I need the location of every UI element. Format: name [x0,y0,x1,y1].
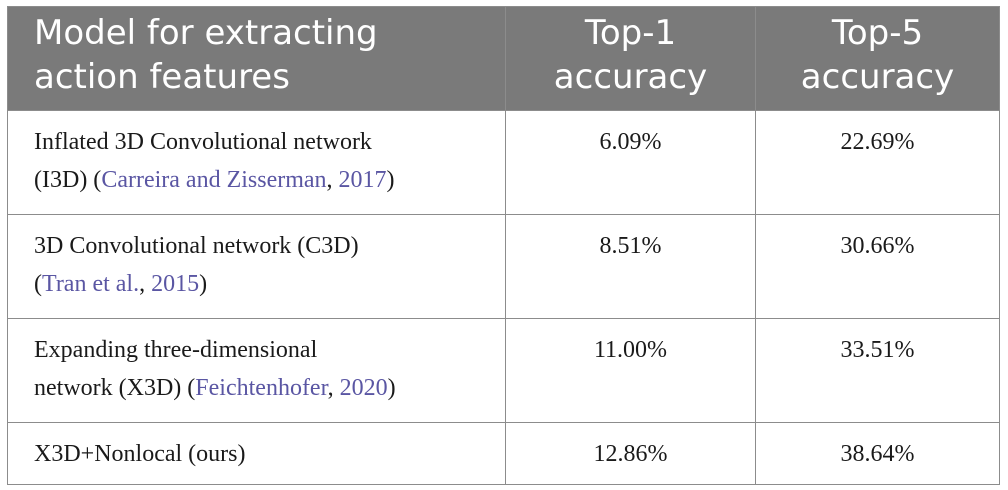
model-cell: X3D+Nonlocal (ours) [7,422,506,485]
header-model: Model for extracting action features [7,6,506,111]
table-row: Expanding three-dimensional network (X3D… [7,318,1000,423]
header-row: Model for extracting action features Top… [7,6,1000,111]
citation-close: ) [387,375,396,401]
model-name: Expanding three-dimensional [34,337,318,363]
results-table: Model for extracting action features Top… [7,6,1000,485]
header-top5: Top-5 accuracy [755,6,1000,111]
table-row: 3D Convolutional network (C3D) (Tran et … [7,214,1000,319]
model-abbrev: network (X3D) ( [34,375,196,401]
citation-sep: , [139,271,152,297]
model-cell: Expanding three-dimensional network (X3D… [7,318,506,423]
header-top1-line1: Top-1 [584,13,677,53]
citation-link[interactable]: Feichtenhofer [195,375,328,401]
model-name: 3D Convolutional network (C3D) [34,233,359,259]
header-top5-line1: Top-5 [831,13,924,53]
header-model-line1: Model for extracting [34,13,378,53]
header-top1-line2: accuracy [553,57,708,97]
top1-cell: 12.86% [505,422,756,485]
citation-sep: , [326,167,339,193]
top5-cell: 30.66% [755,214,1000,319]
model-abbrev: (I3D) ( [34,167,102,193]
citation-link[interactable]: Carreira and Zisserman [101,167,327,193]
model-name: X3D+Nonlocal (ours) [34,441,246,467]
citation-open: ( [34,271,42,297]
top5-cell: 22.69% [755,110,1000,215]
header-model-line2: action features [34,57,290,97]
table-row: Inflated 3D Convolutional network (I3D) … [7,110,1000,215]
citation-close: ) [199,271,208,297]
top1-cell: 11.00% [505,318,756,423]
header-top1: Top-1 accuracy [505,6,756,111]
citation-year-link[interactable]: 2017 [338,167,387,193]
citation-close: ) [386,167,395,193]
citation-link[interactable]: Tran et al. [42,271,140,297]
model-cell: 3D Convolutional network (C3D) (Tran et … [7,214,506,319]
model-name: Inflated 3D Convolutional network [34,129,372,155]
model-cell: Inflated 3D Convolutional network (I3D) … [7,110,506,215]
header-top5-line2: accuracy [800,57,955,97]
top1-cell: 6.09% [505,110,756,215]
top5-cell: 33.51% [755,318,1000,423]
citation-year-link[interactable]: 2020 [339,375,388,401]
top5-cell: 38.64% [755,422,1000,485]
top1-cell: 8.51% [505,214,756,319]
table-row: X3D+Nonlocal (ours) 12.86% 38.64% [7,422,1000,485]
citation-year-link[interactable]: 2015 [151,271,200,297]
citation-sep: , [327,375,340,401]
